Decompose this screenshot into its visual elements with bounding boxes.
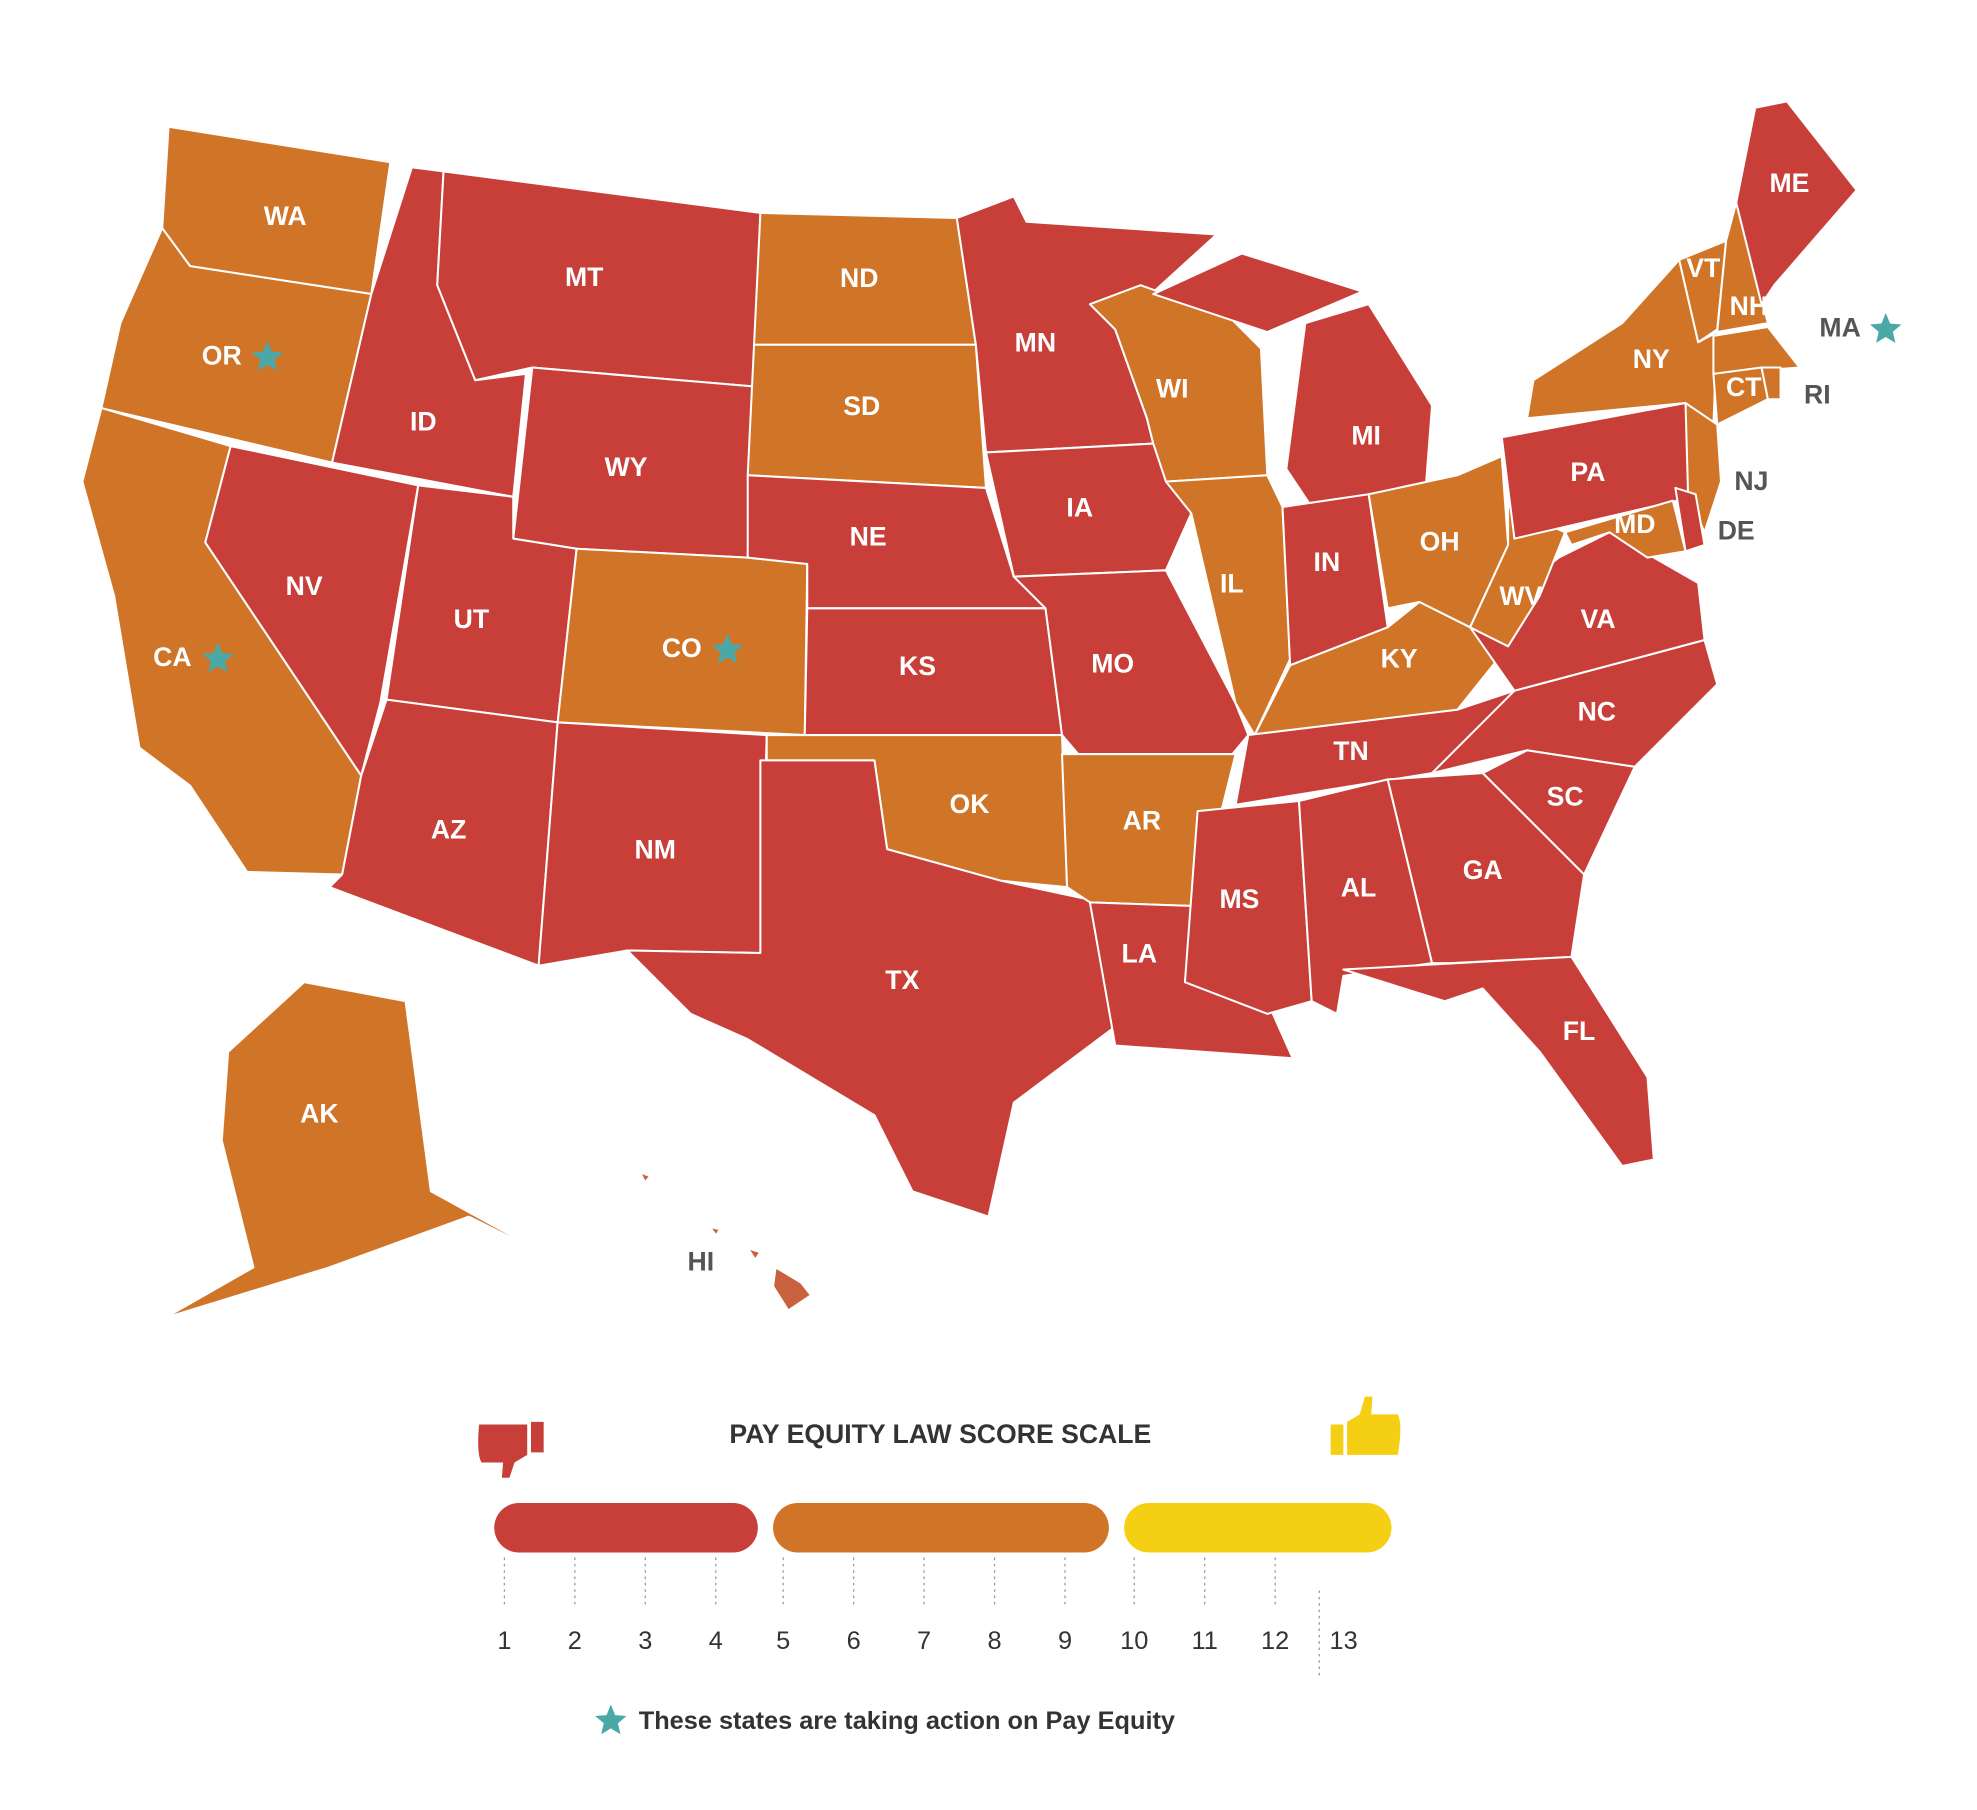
state-label: GA <box>1463 855 1503 885</box>
scale-tick-label: 6 <box>847 1627 861 1655</box>
state-label: NE <box>850 522 887 552</box>
state-label: AK <box>300 1098 338 1128</box>
state-label: WA <box>264 201 307 231</box>
state-shape <box>1735 100 1858 306</box>
state-label: LA <box>1122 939 1157 969</box>
state-label: TN <box>1333 736 1368 766</box>
state-shape <box>638 1171 813 1312</box>
state-label: AL <box>1341 873 1376 903</box>
scale-tick-label: 8 <box>988 1627 1002 1655</box>
scale-tick-label: 3 <box>638 1627 652 1655</box>
state-labels: WA OR CA NV ID MT WY UT CO AZ NM ND SD NE KS OK TX MN IA MO… <box>153 168 1902 1277</box>
scale-tick-label: 13 <box>1330 1627 1358 1655</box>
action-star <box>1870 313 1902 343</box>
state-label: CA <box>153 642 191 672</box>
state-label: OK <box>950 789 990 819</box>
state-shape <box>1469 531 1706 692</box>
state-label: TX <box>885 965 919 995</box>
state-shape <box>1674 486 1706 553</box>
state-label: RI <box>1804 380 1831 410</box>
scale-tick-label: 10 <box>1120 1627 1148 1655</box>
state-label: NY <box>1633 344 1670 374</box>
state-label: CO <box>662 633 702 663</box>
state-label: KS <box>899 651 936 681</box>
state-label: MS <box>1219 884 1259 914</box>
state-label: OR <box>202 340 242 370</box>
scale-tick-label: 4 <box>709 1627 723 1655</box>
scale-band <box>773 1503 1109 1553</box>
state-map <box>81 100 1858 1320</box>
state-label: OH <box>1420 527 1460 557</box>
state-label: KY <box>1381 643 1418 673</box>
legend-note: These states are taking action on Pay Eq… <box>639 1707 1175 1735</box>
scale-tick-label: 1 <box>497 1627 511 1655</box>
scale-tick-label: 2 <box>568 1627 582 1655</box>
state-label: HI <box>688 1247 715 1277</box>
state-shape <box>1760 366 1782 401</box>
state-label: WI <box>1156 373 1189 403</box>
scale-tick-label: 9 <box>1058 1627 1072 1655</box>
state-shape <box>204 445 420 777</box>
state-label: SC <box>1547 781 1584 811</box>
state-label: IA <box>1066 493 1093 523</box>
state-shape <box>163 981 559 1320</box>
action-star <box>251 340 284 371</box>
state-label: MD <box>1614 509 1655 539</box>
score-scale: PAY EQUITY LAW SCORE SCALE 1 2 3 4 5 6 7 8 9 10 11… <box>478 1396 1401 1735</box>
state-label: VT <box>1686 253 1720 283</box>
scale-tick-label: 5 <box>776 1627 790 1655</box>
legend-star <box>595 1704 627 1735</box>
state-shape <box>984 442 1193 578</box>
state-label: CT <box>1726 372 1761 402</box>
state-shape <box>1342 955 1655 1167</box>
state-label: NM <box>635 835 676 865</box>
state-label: ND <box>840 263 878 293</box>
state-shape <box>1183 799 1313 1015</box>
state-label: IN <box>1314 547 1341 577</box>
action-star <box>202 642 234 673</box>
state-label: WV <box>1499 581 1542 611</box>
state-label: NV <box>286 571 323 601</box>
scale-tick-label: 12 <box>1261 1627 1289 1655</box>
state-label: WY <box>605 452 648 482</box>
state-shape <box>1716 201 1769 334</box>
scale-band <box>494 1503 758 1553</box>
state-label: MN <box>1015 328 1056 358</box>
state-label: MT <box>565 262 603 292</box>
state-label: UT <box>454 604 489 634</box>
state-label: FL <box>1563 1016 1596 1046</box>
state-shape <box>1712 325 1801 375</box>
state-label: NJ <box>1734 466 1768 496</box>
state-label: MI <box>1351 420 1381 450</box>
state-label: DE <box>1718 515 1755 545</box>
scale-tick-label: 11 <box>1192 1627 1218 1655</box>
state-label: MO <box>1091 648 1134 678</box>
state-shape <box>626 759 1117 1218</box>
state-label: SD <box>843 391 880 421</box>
state-label: ME <box>1769 168 1809 198</box>
state-shape <box>1164 474 1292 737</box>
thumbs-up-icon <box>1330 1396 1401 1455</box>
scale-title: PAY EQUITY LAW SCORE SCALE <box>729 1419 1151 1449</box>
state-label: PA <box>1570 457 1605 487</box>
state-label: AR <box>1123 806 1161 836</box>
scale-tick-label: 7 <box>917 1627 931 1655</box>
state-label: NC <box>1578 697 1616 727</box>
scale-band <box>1124 1503 1392 1553</box>
state-label: AZ <box>431 814 466 844</box>
state-label: NH <box>1730 291 1768 321</box>
state-shape <box>1564 499 1687 559</box>
state-label: IL <box>1220 569 1244 599</box>
thumbs-down-icon <box>478 1421 544 1478</box>
action-star <box>711 633 744 664</box>
state-label: MA <box>1819 313 1860 343</box>
state-label: ID <box>410 406 437 436</box>
state-label: VA <box>1581 604 1616 634</box>
